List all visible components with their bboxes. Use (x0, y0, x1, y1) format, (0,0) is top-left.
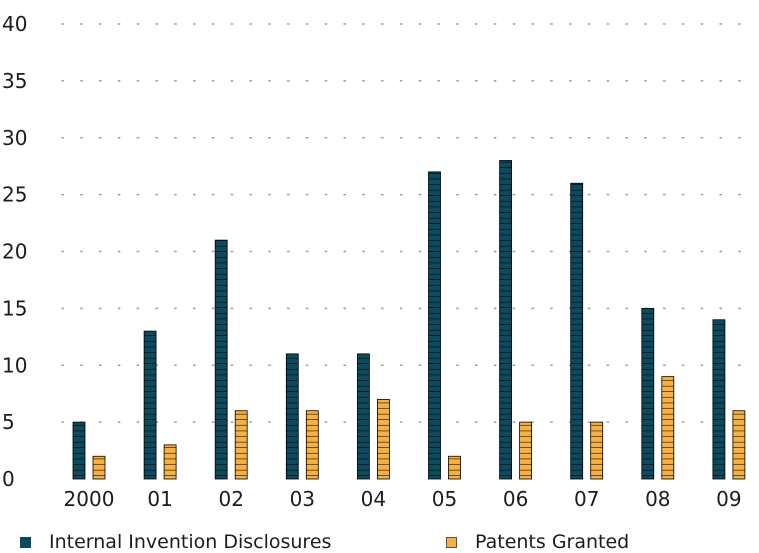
bar-patents (732, 410, 746, 480)
bars (72, 160, 746, 480)
y-tick-label: 15 (2, 296, 27, 320)
bar-disclosures (285, 353, 299, 480)
y-tick-label: 10 (2, 353, 27, 377)
y-tick-label: 30 (2, 126, 27, 150)
x-axis: 2000 01 02 03 04 05 06 07 08 09 (64, 487, 742, 511)
legend-item-disclosures: Internal Invention Disclosures (20, 531, 331, 553)
bar-patents (661, 376, 675, 480)
bar-patents (305, 410, 319, 480)
bar-disclosures (712, 319, 726, 480)
x-tick-label: 04 (361, 487, 386, 511)
x-tick-label: 06 (503, 487, 528, 511)
x-tick-label: 07 (574, 487, 599, 511)
bar-patents (234, 410, 248, 480)
legend-swatch-disclosures (20, 536, 31, 548)
x-tick-label: 02 (218, 487, 243, 511)
y-tick-label: 35 (2, 69, 27, 93)
bar-patents (448, 455, 461, 480)
y-tick-label: 5 (2, 410, 15, 434)
bar-disclosures (72, 421, 86, 480)
bar-disclosures (428, 171, 441, 480)
y-tick-label: 40 (2, 12, 27, 36)
legend: Internal Invention Disclosures Patents G… (0, 531, 759, 553)
x-tick-label: 08 (645, 487, 670, 511)
bar-disclosures (143, 330, 157, 480)
x-tick-label: 05 (432, 487, 457, 511)
bar-disclosures (356, 353, 370, 480)
bar-disclosures (570, 182, 584, 480)
x-tick-label: 09 (716, 487, 741, 511)
legend-swatch-patents (446, 536, 457, 548)
bar-patents (163, 444, 177, 480)
y-tick-label: 20 (2, 240, 27, 264)
bar-patents (92, 455, 106, 480)
bar-disclosures (641, 307, 655, 480)
y-tick-label: 0 (2, 467, 15, 491)
bar-disclosures (214, 239, 228, 480)
y-tick-label: 25 (2, 183, 27, 207)
gridlines (61, 23, 746, 423)
x-tick-label: 03 (290, 487, 315, 511)
bar-patents (519, 421, 532, 480)
bar-patents (376, 398, 390, 480)
legend-item-patents: Patents Granted (446, 531, 629, 553)
x-tick-label: 2000 (64, 487, 115, 511)
legend-label-disclosures: Internal Invention Disclosures (49, 531, 332, 553)
bar-disclosures (499, 160, 513, 480)
x-tick-label: 01 (147, 487, 172, 511)
y-axis: 0 5 10 15 20 25 30 35 40 (2, 12, 27, 491)
bar-patents (590, 421, 604, 480)
legend-label-patents: Patents Granted (475, 531, 630, 553)
